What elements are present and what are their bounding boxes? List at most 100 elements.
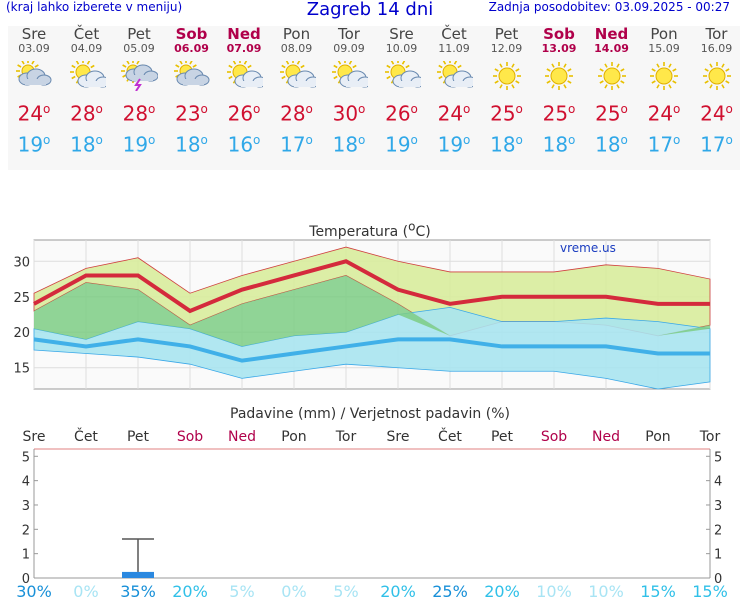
day-name: Čet [428, 26, 480, 42]
max-temp-value: 28 [123, 102, 148, 126]
min-temp-value: 19 [438, 132, 463, 156]
precip-probability: 15% [685, 582, 735, 601]
header-bar: (kraj lahko izberete v meniju) Zagreb 14… [0, 0, 740, 22]
day-name: Sre [8, 26, 60, 42]
min-temp: 19o [113, 128, 165, 157]
degree-mark: o [411, 102, 418, 116]
min-temp-value: 18 [70, 132, 95, 156]
day-name: Pon [271, 26, 323, 42]
day-date: 07.09 [218, 42, 270, 55]
sun-cloud-icon [435, 61, 473, 91]
max-temp: 26o [218, 97, 270, 126]
max-temp: 25o [533, 97, 585, 126]
day-name: Sre [376, 26, 428, 42]
y-tick-label-right: 2 [714, 523, 722, 538]
day-date: 03.09 [8, 42, 60, 55]
partly-cloudy-icon [173, 61, 211, 91]
min-temp-value: 17 [648, 132, 673, 156]
day-date: 11.09 [428, 42, 480, 55]
degree-mark: o [516, 133, 523, 147]
day-name: Ned [218, 26, 270, 42]
max-temp: 30o [323, 97, 375, 126]
max-temp-value: 28 [70, 102, 95, 126]
precip-probability: 25% [425, 582, 475, 601]
min-temp-value: 16 [228, 132, 253, 156]
max-temp: 23o [166, 97, 218, 126]
y-tick-label-right: 3 [714, 499, 722, 514]
min-temp: 19o [376, 128, 428, 157]
day-date: 13.09 [533, 42, 585, 55]
day-name: Ned [586, 26, 638, 42]
degree-mark: o [306, 133, 313, 147]
min-temp: 18o [323, 128, 375, 157]
max-temp: 26o [376, 97, 428, 126]
precip-day-label: Sre [373, 429, 423, 445]
precip-day-label: Pet [477, 429, 527, 445]
y-tick-label: 4 [22, 475, 30, 490]
degree-mark: o [621, 133, 628, 147]
max-temp-value: 25 [543, 102, 568, 126]
precip-day-label: Ned [217, 429, 267, 445]
day-date: 04.09 [61, 42, 113, 55]
y-tick-label: 25 [13, 291, 30, 306]
day-date: 08.09 [271, 42, 323, 55]
max-temp: 24o [638, 97, 690, 126]
sun-cloud-icon [278, 61, 316, 91]
precip-probability: 35% [113, 582, 163, 601]
max-temp-value: 24 [438, 102, 463, 126]
min-temp: 16o [218, 128, 270, 157]
min-temp: 17o [691, 128, 740, 157]
precip-day-label: Ned [581, 429, 631, 445]
degree-mark: o [621, 102, 628, 116]
degree-mark: o [253, 102, 260, 116]
max-temp: 24o [8, 97, 60, 126]
min-temp-value: 19 [18, 132, 43, 156]
min-temp-value: 18 [490, 132, 515, 156]
temperature-title-text: Temperatura (oC) [309, 224, 430, 240]
precip-probability: 20% [373, 582, 423, 601]
sun-cloud-icon [383, 61, 421, 91]
degree-mark: o [201, 133, 208, 147]
temperature-chart-title: Temperatura (oC) [0, 219, 740, 240]
day-name: Sob [533, 26, 585, 42]
day-date: 09.09 [323, 42, 375, 55]
min-temp: 19o [428, 128, 480, 157]
precip-day-label: Pon [269, 429, 319, 445]
degree-mark: o [568, 102, 575, 116]
precip-probability: 5% [321, 582, 371, 601]
degree-mark: o [516, 102, 523, 116]
degree-mark: o [96, 133, 103, 147]
day-date: 15.09 [638, 42, 690, 55]
last-update: Zadnja posodobitev: 03.09.2025 - 00:27 [489, 0, 730, 14]
max-temp-value: 24 [648, 102, 673, 126]
max-temp-value: 23 [175, 102, 200, 126]
precip-probability: 10% [581, 582, 631, 601]
degree-mark: o [358, 102, 365, 116]
min-temp: 17o [271, 128, 323, 157]
degree-mark: o [726, 133, 733, 147]
partly-cloudy-icon [15, 61, 53, 91]
sun-icon [488, 61, 526, 91]
max-temp-value: 26 [385, 102, 410, 126]
degree-mark: o [148, 133, 155, 147]
min-temp: 18o [533, 128, 585, 157]
max-temp-value: 28 [280, 102, 305, 126]
degree-mark: o [43, 102, 50, 116]
max-temp-value: 24 [18, 102, 43, 126]
max-temp: 28o [61, 97, 113, 126]
precip-day-label: Pon [633, 429, 683, 445]
y-tick-label-right: 4 [714, 475, 722, 490]
day-name: Sob [166, 26, 218, 42]
precip-day-label: Sre [9, 429, 59, 445]
y-tick-label: 5 [22, 450, 30, 465]
